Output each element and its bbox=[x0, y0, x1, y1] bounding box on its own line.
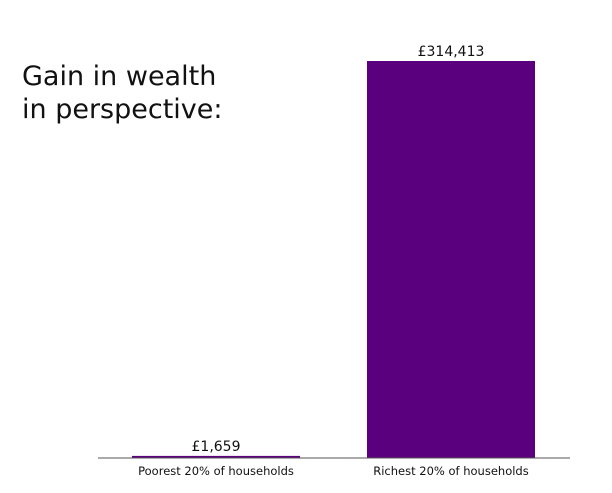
chart-title: Gain in wealth in perspective: bbox=[22, 60, 282, 126]
chart-title-line-2: in perspective: bbox=[22, 94, 223, 125]
chart-title-line-1: Gain in wealth bbox=[22, 61, 217, 92]
category-label-1: Poorest 20% of households bbox=[138, 464, 294, 478]
bar-2 bbox=[367, 61, 535, 458]
bars-group bbox=[132, 61, 535, 458]
value-label-2: £314,413 bbox=[418, 44, 485, 60]
labels-group: £1,659 Poorest 20% of households £314,413 R… bbox=[138, 44, 529, 478]
value-label-1: £1,659 bbox=[192, 439, 241, 455]
bar-1 bbox=[132, 455, 300, 458]
category-label-2: Richest 20% of households bbox=[373, 464, 528, 478]
